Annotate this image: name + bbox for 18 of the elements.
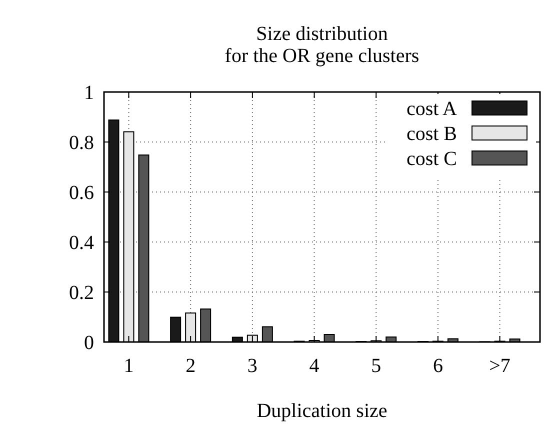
- y-tick-label: 0.8: [69, 132, 94, 154]
- x-tick-label: 4: [309, 355, 320, 377]
- x-axis-title: Duplication size: [256, 400, 388, 422]
- legend-label: cost A: [406, 98, 458, 120]
- legend-label: cost B: [406, 123, 457, 145]
- x-tick-label: 1: [124, 355, 134, 377]
- x-tick-label: 3: [247, 355, 258, 377]
- y-tick-label: 0.2: [69, 282, 94, 304]
- chart-title: Size distribution for the OR gene clusters: [224, 23, 420, 67]
- x-tick-label: 2: [186, 355, 196, 377]
- y-tick-label: 0: [84, 332, 94, 354]
- x-tick-label: 6: [432, 355, 443, 377]
- y-tick-label: 0.6: [69, 182, 94, 204]
- legend-label: cost C: [406, 148, 457, 170]
- y-tick-label: 1: [84, 82, 94, 104]
- x-tick-label: >7: [489, 355, 510, 377]
- y-tick-label: 0.4: [69, 232, 94, 254]
- x-tick-label: 5: [371, 355, 382, 377]
